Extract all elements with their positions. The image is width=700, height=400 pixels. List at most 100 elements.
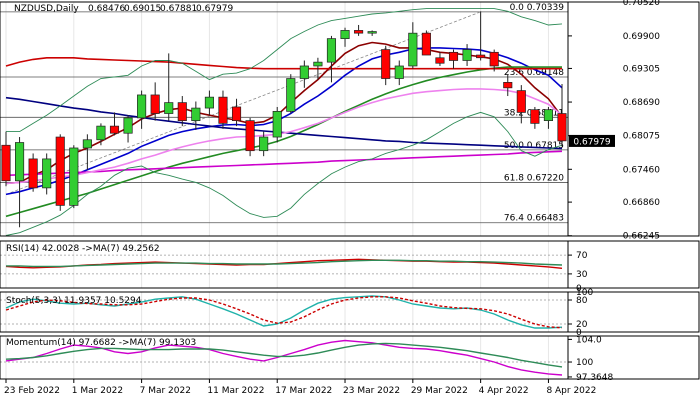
x-tick-label: 23 Mar 2022 — [343, 386, 400, 396]
price-indicator-line — [5, 150, 563, 177]
high-value: 0.69015 — [124, 4, 161, 14]
candle-body — [476, 54, 486, 59]
indicator-series-line — [6, 259, 563, 268]
candle-body — [557, 113, 567, 142]
candle-body — [82, 139, 92, 149]
y-tick-label: 97.3648 — [576, 373, 613, 383]
candle-body — [516, 90, 526, 113]
price-indicator-line — [5, 56, 562, 70]
x-tick-label: 8 Apr 2022 — [546, 386, 596, 396]
x-tick-label: 4 Apr 2022 — [479, 386, 529, 396]
candle-body — [204, 96, 214, 109]
symbol-label: NZDUSD,Daily — [14, 4, 79, 14]
price-indicator-line — [5, 111, 563, 236]
last-price-label: 0.67979 — [573, 137, 610, 147]
x-tick-label: 1 Mar 2022 — [72, 386, 123, 396]
indicator-series-line — [5, 342, 563, 368]
x-tick-label: 29 Mar 2022 — [411, 386, 468, 396]
candle-body — [272, 110, 282, 138]
open-value: 0.68476 — [88, 4, 125, 14]
candle-body — [28, 158, 38, 189]
y-tick-label: 0.68075 — [623, 132, 660, 142]
x-axis: 23 Feb 2022 1 Mar 2022 7 Mar 2022 11 Mar 20… — [4, 379, 596, 396]
candle-body — [69, 147, 79, 206]
y-tick-label: 70 — [576, 251, 588, 261]
y-tick-label: 0 — [576, 284, 582, 294]
candle-body — [96, 125, 106, 141]
price-indicator-line — [5, 47, 563, 196]
y-tick-label: 80 — [576, 296, 588, 306]
y-tick-label: 0.69305 — [623, 64, 660, 74]
candle-body — [109, 125, 120, 134]
y-tick-label: 0.69900 — [623, 32, 660, 42]
candle-body — [421, 32, 431, 56]
candle-body — [164, 102, 174, 114]
indicator-series-line — [5, 339, 563, 376]
candle-body — [137, 94, 147, 119]
candle-body — [259, 136, 269, 152]
low-value: 0.67881 — [160, 4, 197, 14]
candle-body — [231, 106, 242, 121]
candle-body — [150, 94, 160, 114]
x-tick-label: 17 Mar 2022 — [275, 386, 332, 396]
fib-level-label: 23.6 0.69148 — [504, 68, 564, 78]
candle-body — [42, 158, 52, 189]
candle-body — [55, 136, 65, 206]
fib-level-label: 0.0 0.70339 — [510, 3, 565, 13]
fib-level-label: 61.8 0.67220 — [504, 173, 564, 183]
candle-body — [123, 117, 133, 134]
indicator-series-line — [5, 296, 563, 329]
candle-body — [367, 31, 377, 34]
y-tick-label: 30 — [576, 270, 588, 280]
candle-body — [218, 96, 228, 124]
candle-body — [381, 49, 391, 79]
y-tick-label: 104.0 — [576, 335, 602, 345]
y-tick-label: 0.66860 — [623, 198, 660, 208]
y-tick-label: 0 — [576, 328, 582, 338]
panel-frame — [0, 335, 700, 380]
close-value: 0.67979 — [196, 4, 233, 14]
candle-body — [15, 142, 25, 182]
momentum-panel: 104.0 100 97.3648 — [0, 335, 700, 383]
panel-frame — [0, 291, 700, 333]
candle-body — [503, 82, 513, 89]
y-tick-label: 20 — [576, 320, 588, 330]
candle-body — [191, 107, 201, 121]
price-indicator-line — [5, 66, 562, 218]
candle-body — [543, 109, 553, 121]
candle-body — [299, 65, 309, 79]
rsi-panel: 70 30 0 — [0, 240, 700, 294]
y-tick-label: 0.68690 — [623, 98, 660, 108]
candle-body — [354, 30, 364, 34]
y-tick-label: 0.66245 — [623, 232, 660, 242]
momentum-label: Momentum(14) 97.6682 ->MA(7) 99.1303 — [6, 338, 196, 348]
candle-body — [1, 144, 11, 182]
candle-body — [313, 61, 323, 67]
candle-body — [530, 109, 540, 124]
y-tick-label: 0.70520 — [623, 0, 660, 8]
fib-level-label: 50.0 0.67815 — [504, 141, 564, 151]
candle-body — [177, 102, 187, 121]
stoch-label: Stoch(5,3,3) 11.9357 10.5294 — [6, 296, 142, 306]
candle-body — [245, 120, 255, 152]
candle-body — [448, 51, 459, 61]
candle-body — [408, 32, 418, 67]
last-price-tag — [569, 134, 615, 147]
price-indicator-line — [5, 88, 563, 185]
x-tick-label: 23 Feb 2022 — [4, 386, 60, 396]
x-tick-label: 11 Mar 2022 — [207, 386, 264, 396]
y-tick-label: 100 — [576, 358, 593, 368]
candle-body — [286, 78, 296, 112]
fib-level-label: 76.4 0.66483 — [504, 214, 564, 224]
candle-body — [340, 30, 350, 39]
rsi-label: RSI(14) 42.0028 ->MA(7) 49.2562 — [6, 244, 160, 254]
price-indicator-line — [6, 8, 563, 133]
panel-frame — [0, 1, 700, 237]
x-tick-label: 7 Mar 2022 — [140, 386, 191, 396]
y-tick-label: 0.67460 — [623, 165, 660, 175]
candle-body — [326, 38, 337, 63]
